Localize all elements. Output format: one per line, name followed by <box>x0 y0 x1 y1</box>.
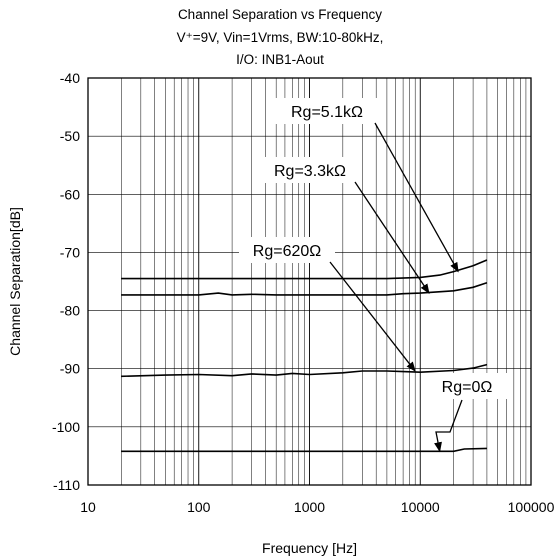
series-line <box>121 363 488 378</box>
tick-labels: 10 100 1000 10000 100000 -40 -50 -60 -70 -80 -90 -1… <box>52 70 555 515</box>
annotation-arrow <box>374 122 459 273</box>
annotation-label: Rg=3.3kΩ <box>274 163 346 180</box>
y-axis-label: Channel Separation[dB] <box>7 207 23 356</box>
annotation-label-bg <box>258 157 362 183</box>
series-line <box>121 281 488 296</box>
annotation-arrow <box>329 261 416 372</box>
series-lines <box>121 259 488 453</box>
annotation-label: Rg=5.1kΩ <box>291 104 363 121</box>
grid <box>87 77 531 486</box>
x-tick-label: 10 <box>80 499 96 515</box>
chart-title: Channel Separation vs Frequency <box>177 7 383 22</box>
annotation-label: Rg=620Ω <box>253 243 321 260</box>
annotation-label-bg <box>239 237 335 263</box>
y-tick-label: -110 <box>53 477 80 493</box>
y-tick-label: -90 <box>60 361 80 377</box>
y-tick-label: -50 <box>60 128 80 144</box>
chart-subtitle-io: I/O: INB1-Aout <box>236 52 324 67</box>
x-tick-label: 1000 <box>294 499 325 515</box>
annotations: Rg=5.1kΩ Rg=3.3kΩ Rg=620Ω Rg=0Ω <box>239 98 509 453</box>
annotation-label-bg <box>275 98 379 124</box>
annotation-arrow <box>354 181 430 294</box>
annotation-label-bg <box>425 373 509 399</box>
annotation-label: Rg=0Ω <box>442 379 493 396</box>
x-tick-label: 100 <box>187 499 211 515</box>
x-tick-label: 100000 <box>508 499 555 515</box>
series-line <box>121 447 487 453</box>
y-tick-label: -80 <box>60 303 80 319</box>
annotation-arrow <box>434 399 463 453</box>
y-tick-label: -100 <box>52 419 80 435</box>
y-tick-label: -60 <box>60 186 80 202</box>
x-tick-label: 10000 <box>401 499 440 515</box>
plot-frame <box>87 77 532 486</box>
y-tick-label: -40 <box>60 70 80 86</box>
y-tick-label: -70 <box>60 244 80 260</box>
x-axis-label: Frequency [Hz] <box>262 540 357 556</box>
chart-subtitle-conditions: V⁺=9V, Vin=1Vrms, BW:10-80kHz, <box>176 30 384 45</box>
